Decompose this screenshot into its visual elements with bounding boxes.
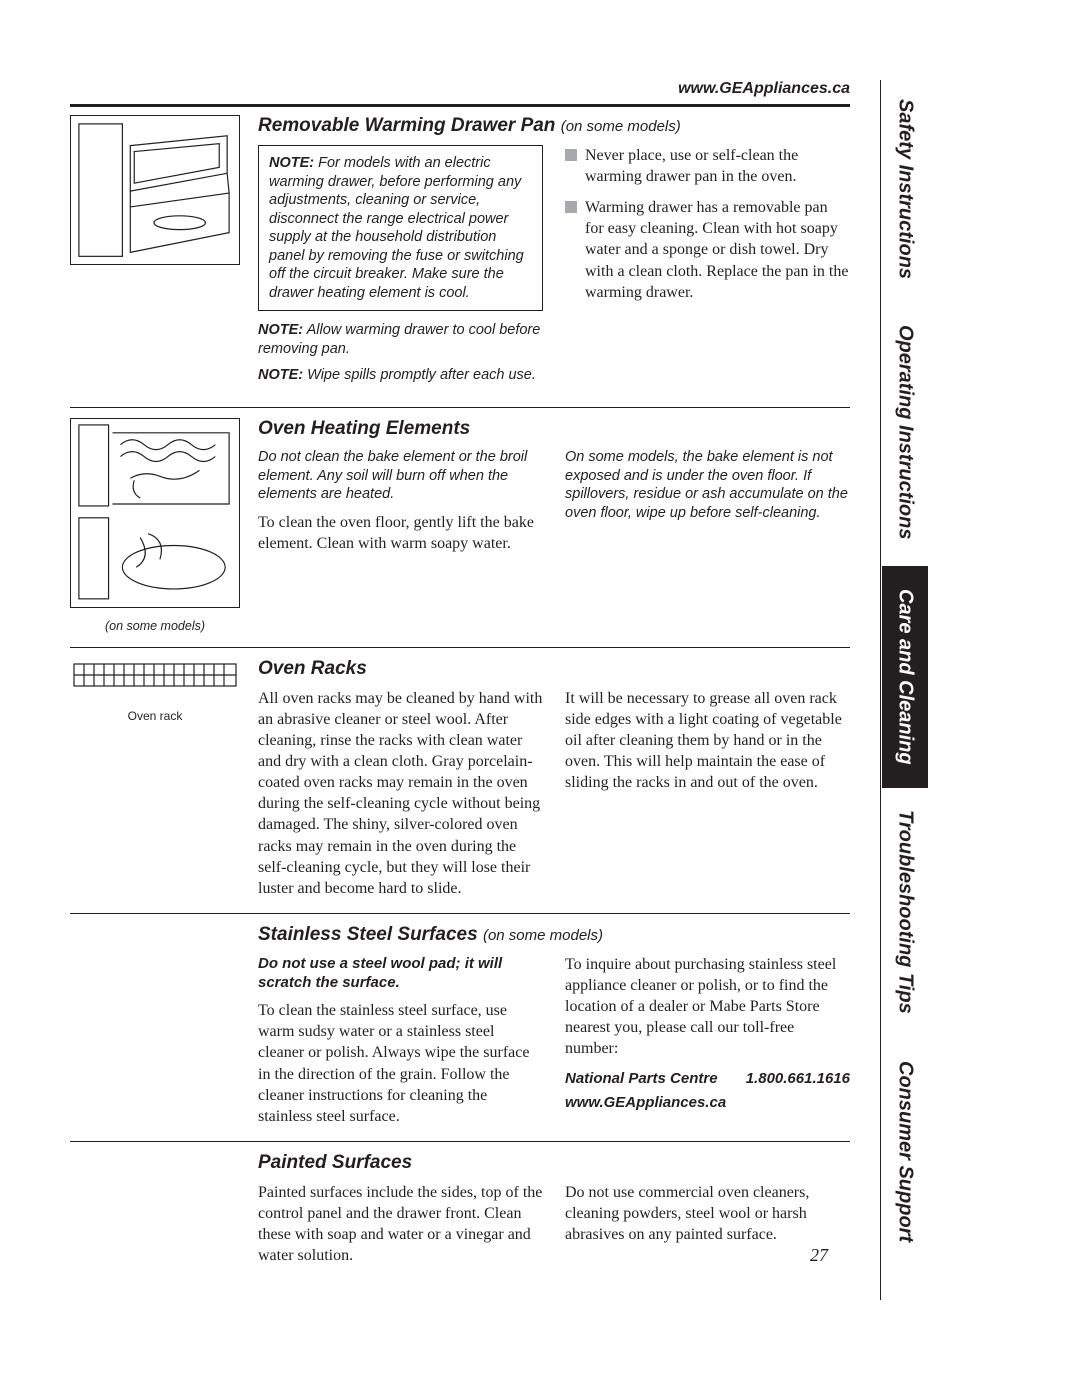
title-text: Removable Warming Drawer Pan bbox=[258, 115, 555, 136]
rule bbox=[70, 647, 850, 648]
rule bbox=[70, 1141, 850, 1142]
warming-drawer-illustration bbox=[70, 115, 240, 265]
heating-element-illustration bbox=[70, 418, 240, 608]
bullet-item: Never place, use or self-clean the warmi… bbox=[565, 145, 850, 187]
page-content: www.GEAppliances.ca Removable Warming Dr… bbox=[70, 80, 850, 1266]
side-tabs: Safety Instructions Operating Instructio… bbox=[880, 80, 1080, 1300]
note: NOTE: Allow warming drawer to cool befor… bbox=[258, 321, 543, 358]
italic-note: Do not clean the bake element or the bro… bbox=[258, 448, 543, 504]
contact-label: National Parts Centre bbox=[565, 1069, 718, 1089]
body-text: All oven racks may be cleaned by hand wi… bbox=[258, 688, 543, 899]
section-title: Oven Heating Elements bbox=[258, 418, 850, 440]
section-painted: Painted Surfaces Painted surfaces includ… bbox=[70, 1152, 850, 1266]
bullet-item: Warming drawer has a removable pan for e… bbox=[565, 197, 850, 303]
tab-operating[interactable]: Operating Instructions bbox=[882, 298, 928, 566]
figure-col: Oven rack bbox=[70, 658, 240, 899]
section-title: Stainless Steel Surfaces (on some models… bbox=[258, 924, 850, 946]
tab-care-cleaning[interactable]: Care and Cleaning bbox=[882, 566, 928, 788]
body-text: To clean the stainless steel surface, us… bbox=[258, 1000, 543, 1127]
note-box: NOTE: For models with an electric warmin… bbox=[258, 145, 543, 311]
bullet-icon bbox=[565, 149, 577, 161]
section-heating-elements: (on some models) Oven Heating Elements D… bbox=[70, 418, 850, 633]
tab-troubleshooting[interactable]: Troubleshooting Tips bbox=[882, 788, 928, 1036]
body-text: It will be necessary to grease all oven … bbox=[565, 688, 850, 899]
body-text: Painted surfaces include the sides, top … bbox=[258, 1182, 543, 1266]
section-title: Removable Warming Drawer Pan (on some mo… bbox=[258, 115, 850, 137]
oven-rack-illustration bbox=[70, 658, 240, 698]
figure-caption: Oven rack bbox=[70, 709, 240, 723]
figure-col bbox=[70, 115, 240, 393]
warning-text: Do not use a steel wool pad; it will scr… bbox=[258, 954, 543, 992]
section-stainless: Stainless Steel Surfaces (on some models… bbox=[70, 924, 850, 1127]
note: NOTE: Wipe spills promptly after each us… bbox=[258, 366, 543, 385]
bullet-icon bbox=[565, 201, 577, 213]
contact-info: National Parts Centre 1.800.661.1616 bbox=[565, 1069, 850, 1089]
rule bbox=[70, 104, 850, 107]
body-text: To clean the oven floor, gently lift the… bbox=[258, 512, 543, 554]
section-warming-drawer: Removable Warming Drawer Pan (on some mo… bbox=[70, 115, 850, 393]
bullet-text: Never place, use or self-clean the warmi… bbox=[585, 145, 850, 187]
body-text: Do not use commercial oven cleaners, cle… bbox=[565, 1182, 850, 1266]
header-url: www.GEAppliances.ca bbox=[70, 80, 850, 98]
body-text: To inquire about purchasing stainless st… bbox=[565, 954, 850, 1060]
page-number: 27 bbox=[810, 1245, 828, 1266]
section-title: Oven Racks bbox=[258, 658, 850, 680]
contact-url: www.GEAppliances.ca bbox=[565, 1093, 850, 1112]
bullet-text: Warming drawer has a removable pan for e… bbox=[585, 197, 850, 303]
section-oven-racks: Oven rack Oven Racks All oven racks may … bbox=[70, 658, 850, 899]
section-title: Painted Surfaces bbox=[258, 1152, 850, 1174]
figure-caption: (on some models) bbox=[70, 619, 240, 633]
figure-col: (on some models) bbox=[70, 418, 240, 633]
contact-phone: 1.800.661.1616 bbox=[746, 1069, 850, 1089]
title-sub: (on some models) bbox=[561, 118, 681, 135]
italic-note: On some models, the bake element is not … bbox=[565, 448, 850, 522]
tab-consumer-support[interactable]: Consumer Support bbox=[882, 1036, 928, 1268]
title-text: Stainless Steel Surfaces bbox=[258, 924, 478, 945]
rule bbox=[70, 913, 850, 914]
title-sub: (on some models) bbox=[483, 927, 603, 944]
tab-safety[interactable]: Safety Instructions bbox=[882, 80, 928, 298]
rule bbox=[70, 407, 850, 408]
